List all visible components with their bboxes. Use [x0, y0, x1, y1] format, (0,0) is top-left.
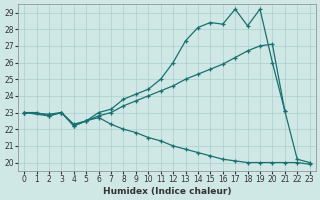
X-axis label: Humidex (Indice chaleur): Humidex (Indice chaleur) [103, 187, 231, 196]
